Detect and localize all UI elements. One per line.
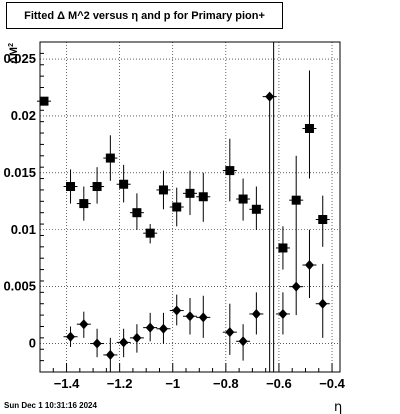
diamond-point [198,312,208,323]
square-point [291,195,301,205]
plot-frame [39,41,341,373]
square-point [185,188,195,198]
diamond-point [158,323,168,334]
y-axis-label: ΔM2 [8,43,20,64]
y-axis-label-delta: Δ [8,56,20,64]
x-tick-label: −0.4 [319,376,345,391]
x-tick-label: −0.8 [213,376,239,391]
points-layer [36,70,330,372]
diamond-point [238,336,248,347]
diamond-point [172,305,182,316]
x-tick-label: −1.2 [107,376,133,391]
title-eta-symbol: η [131,10,139,22]
square-point [304,123,314,133]
y-tick-label: 0.01 [11,222,36,237]
diamond-point [318,298,328,309]
title-pre: Fitted [24,10,58,22]
y-tick-label: 0.02 [11,108,36,123]
square-point [172,202,182,212]
grid-layer [40,42,340,372]
chart-title: Fitted Δ M^2 versus η and p for Primary … [7,10,282,22]
square-point [318,215,328,225]
square-point [79,199,89,209]
square-point [39,96,49,106]
square-point [238,194,248,204]
title-post: and p for Primary pion+ [138,10,265,22]
diamond-point [132,332,142,343]
square-point [251,204,261,214]
diamond-point [265,91,275,102]
diamond-point [66,331,76,342]
x-tick-label: −1 [165,376,180,391]
y-tick-label: 0.015 [3,165,36,180]
square-point [119,179,129,189]
square-point [132,208,142,218]
diamond-point [225,327,235,338]
diamond-point [251,308,261,319]
diamond-point [105,349,115,360]
square-point [225,166,235,176]
diamond-point [145,322,155,333]
square-point [66,182,76,192]
title-mid: M^2 versus [65,10,132,22]
square-point [92,182,102,192]
x-tick-label: −0.6 [266,376,292,391]
y-tick-label: 0.005 [3,279,36,294]
diamond-point [79,319,89,330]
chart-title-box: Fitted Δ M^2 versus η and p for Primary … [6,2,283,29]
diamond-point [185,311,195,322]
x-axis-label: η [334,400,342,414]
y-tick-label: 0 [29,336,36,351]
x-tick-label: −1.4 [54,376,80,391]
y-axis-label-sup: 2 [8,43,15,47]
square-point [158,185,168,195]
diamond-point [278,308,288,319]
y-tick-label: 0.025 [3,51,36,66]
diamond-point [119,337,129,348]
y-axis-label-text: M [8,47,20,56]
axes-layer: −1.4 −1.2 −1 −0.8 −0.6 −0.4 0 0.005 0.01 0.015 0.0… [3,41,346,391]
diamond-point [304,260,314,271]
title-delta-symbol: Δ [57,10,65,22]
square-point [145,228,155,238]
square-point [198,192,208,202]
diamond-point [92,338,102,349]
timestamp: Sun Dec 1 10:31:16 2024 [4,401,97,410]
diamond-point [291,281,301,292]
square-point [278,243,288,253]
square-point [105,153,115,163]
